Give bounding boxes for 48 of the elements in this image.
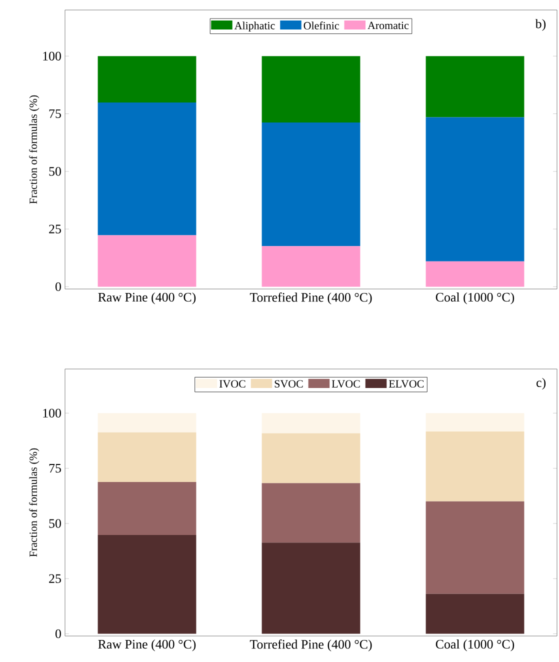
bar <box>426 594 524 634</box>
y-tick-label: 75 <box>49 109 61 118</box>
x-tick-label: Torrefied Pine (400 °C) <box>250 640 372 652</box>
legend-label: LVOC <box>332 380 360 388</box>
bar <box>262 122 360 246</box>
bar <box>98 534 196 634</box>
y-tick-label: 25 <box>49 574 61 583</box>
bar <box>262 433 360 484</box>
y-tick-label: 25 <box>49 224 61 234</box>
y-tick-label: 0 <box>56 629 61 638</box>
y-axis-title: Fraction of formulas (%) <box>29 448 40 557</box>
x-tick-label: Raw Pine (400 °C) <box>98 292 196 304</box>
bar <box>426 431 524 502</box>
x-tick-label: Coal (1000 °C) <box>436 292 514 304</box>
bar <box>426 501 524 594</box>
bar <box>98 413 196 432</box>
legend-label: ELVOC <box>388 380 424 388</box>
y-tick-label: 0 <box>56 282 61 292</box>
bar <box>98 56 196 102</box>
x-tick-label: Torrefied Pine (400 °C) <box>250 292 372 304</box>
y-tick-label: 50 <box>49 167 61 176</box>
legend-label: Olefinic <box>304 22 339 30</box>
bar <box>426 56 524 118</box>
legend-label: Aliphatic <box>234 22 275 32</box>
bar <box>98 102 196 236</box>
bar <box>262 542 360 634</box>
x-tick-label: Raw Pine (400 °C) <box>98 640 196 652</box>
legend-label: SVOC <box>274 380 303 388</box>
legend-label: Aromatic <box>368 22 409 30</box>
bar <box>262 483 360 543</box>
bar <box>98 235 196 287</box>
bar <box>426 261 524 287</box>
annotation: c) <box>536 378 546 390</box>
y-tick-label: 50 <box>49 519 61 528</box>
bar <box>262 413 360 434</box>
legend-label: IVOC <box>219 380 246 388</box>
bar <box>98 432 196 482</box>
annotation: b) <box>535 19 546 31</box>
y-tick-label: 100 <box>43 52 61 60</box>
bar <box>262 56 360 123</box>
x-tick-label: Coal (1000 °C) <box>436 640 514 652</box>
bar <box>426 413 524 432</box>
y-tick-label: 100 <box>43 408 61 418</box>
bar <box>426 117 524 262</box>
y-axis-title: Fraction of formulas (%) <box>29 95 40 204</box>
bar <box>98 482 196 535</box>
y-tick-label: 75 <box>49 464 61 473</box>
bar <box>262 246 360 287</box>
